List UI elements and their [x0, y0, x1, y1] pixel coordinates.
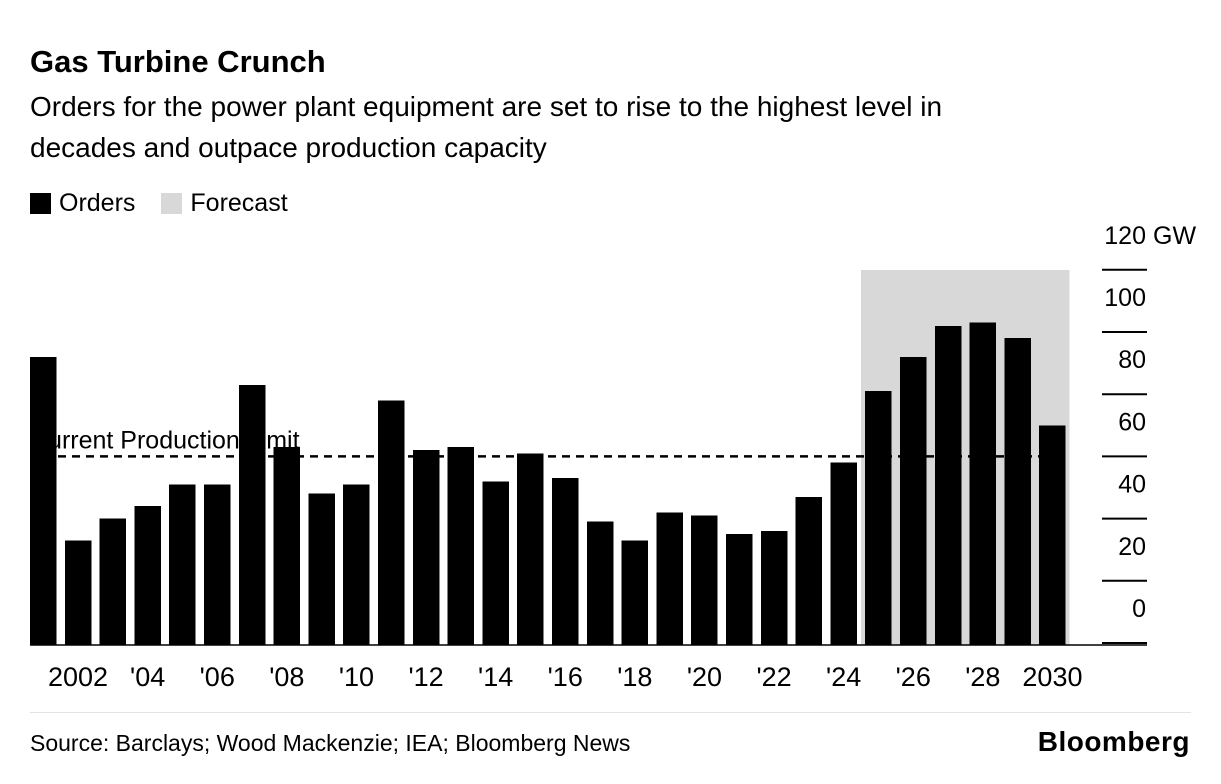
y-tick-label-120: 120 [1104, 222, 1146, 250]
x-tick-label-2030: 2030 [1022, 662, 1082, 692]
bar-2002 [64, 540, 92, 645]
y-tick-label-0: 0 [1132, 595, 1146, 623]
chart-title: Gas Turbine Crunch [30, 44, 326, 79]
production-limit-label: Current Production Limit [30, 426, 300, 454]
bar-2027 [934, 325, 962, 645]
bar-2011 [378, 400, 405, 645]
x-tick-label-2028: '28 [965, 662, 1000, 692]
bar-2020 [691, 515, 718, 645]
bar-2006 [204, 484, 231, 645]
y-tick-label-60: 60 [1118, 408, 1146, 436]
bar-2025 [865, 391, 892, 645]
bar-2021 [726, 534, 753, 645]
bar-2013 [447, 447, 475, 645]
y-tick-label-100: 100 [1104, 284, 1146, 312]
forecast-band [861, 269, 1070, 645]
bar-2001 [30, 356, 57, 645]
legend-label-forecast: Forecast [190, 189, 288, 217]
legend-item-forecast: Forecast [161, 189, 288, 218]
x-tick-label-2016: '16 [548, 662, 583, 692]
bar-2003 [99, 518, 127, 645]
bar-2004 [134, 506, 161, 645]
bar-2018 [621, 540, 649, 645]
x-tick-label-2010: '10 [339, 662, 374, 692]
bloomberg-logo: Bloomberg [1037, 726, 1190, 757]
bar-2030 [1039, 425, 1066, 645]
y-tick-label-40: 40 [1118, 471, 1146, 499]
bar-2009 [308, 493, 335, 645]
bar-2010 [343, 484, 370, 645]
bar-2019 [656, 512, 683, 645]
x-tick-label-2022: '22 [756, 662, 791, 692]
bar-2005 [169, 484, 196, 645]
x-tick-label-2018: '18 [617, 662, 652, 692]
x-tick-label-2020: '20 [687, 662, 722, 692]
bar-2017 [586, 521, 614, 645]
x-tick-label-2004: '04 [130, 662, 165, 692]
x-tick-label-2006: '06 [200, 662, 235, 692]
x-tick-label-2008: '08 [269, 662, 304, 692]
bar-2028 [969, 322, 997, 645]
bar-2026 [900, 356, 927, 645]
bar-2016 [552, 478, 579, 645]
bar-chart: 0 20 40 60 80 100 120 GW Current Production Limi… [30, 222, 1196, 692]
y-axis-unit-label: GW [1153, 222, 1196, 250]
y-tick-label-80: 80 [1118, 346, 1146, 374]
source-text: Source: Barclays; Wood Mackenzie; IEA; B… [30, 730, 631, 756]
bar-2023 [795, 496, 823, 645]
chart-subtitle-line-2: decades and outpace production capacity [30, 132, 547, 163]
bar-2012 [412, 450, 440, 645]
chart-subtitle: Orders for the power plant equipment are… [30, 86, 942, 168]
chart-legend: Orders Forecast [30, 189, 288, 218]
bar-2014 [482, 481, 509, 645]
footer-divider [30, 712, 1191, 713]
legend-label-orders: Orders [59, 189, 136, 217]
bar-2007 [238, 384, 266, 645]
bar-2024 [830, 462, 857, 645]
y-tick-label-20: 20 [1118, 533, 1146, 561]
legend-item-orders: Orders [30, 189, 135, 218]
orders-swatch-icon [30, 193, 51, 214]
x-tick-label-2014: '14 [478, 662, 513, 692]
x-tick-label-2024: '24 [826, 662, 861, 692]
x-tick-label-2002: 2002 [48, 662, 108, 692]
chart-subtitle-line-1: Orders for the power plant equipment are… [30, 91, 943, 122]
bar-2015 [517, 453, 544, 645]
bar-2008 [273, 447, 301, 645]
x-tick-label-2026: '26 [896, 662, 931, 692]
bar-2029 [1004, 338, 1031, 645]
bar-2022 [760, 531, 788, 645]
forecast-swatch-icon [161, 193, 183, 214]
x-tick-label-2012: '12 [408, 662, 443, 692]
